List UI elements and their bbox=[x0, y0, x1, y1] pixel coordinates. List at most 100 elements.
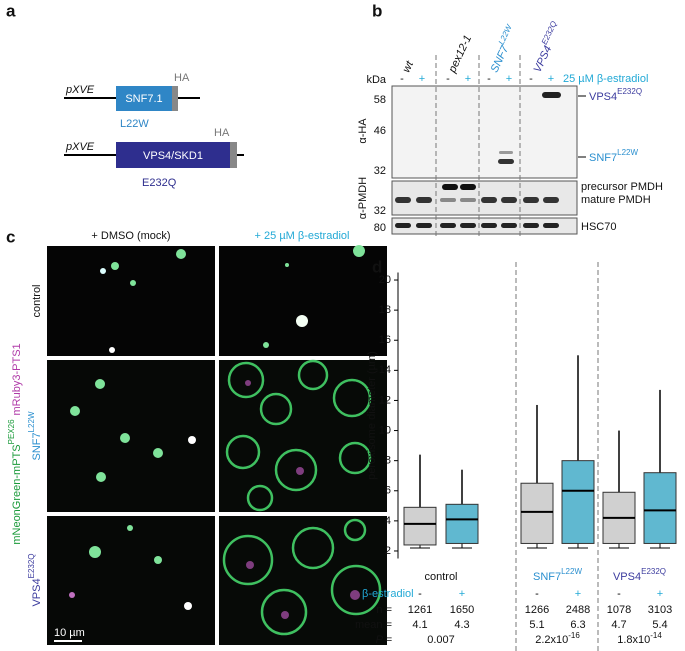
gene-box bbox=[116, 142, 230, 168]
band bbox=[523, 223, 539, 228]
gene: VPS4/SKD1 bbox=[143, 150, 203, 162]
ring bbox=[222, 534, 274, 586]
y-tick-label: 2 bbox=[385, 545, 391, 557]
stat-n: 1266 bbox=[525, 604, 549, 616]
group-name: control bbox=[424, 571, 457, 583]
category-label: + bbox=[657, 588, 663, 600]
y-tick-label: 10 bbox=[379, 424, 391, 436]
stat-mean: 5.4 bbox=[652, 619, 667, 631]
treatment-label: β-estradiol bbox=[362, 588, 414, 600]
p-exp: -16 bbox=[568, 631, 580, 640]
band bbox=[498, 159, 514, 164]
marker: 32 bbox=[374, 165, 386, 177]
channel-magenta: mRuby3-PTS1 bbox=[11, 343, 23, 415]
band bbox=[442, 184, 458, 190]
spot bbox=[176, 249, 186, 259]
column-header: + DMSO (mock) bbox=[91, 230, 170, 242]
y-tick-label: 4 bbox=[385, 515, 391, 527]
spot bbox=[246, 561, 254, 569]
group-label: SNF7L22W bbox=[533, 567, 582, 583]
box-chart: 2 4 6 8 10 12 14 16 18 20 peroxisome diameter (µm)… bbox=[355, 262, 677, 651]
group-name: VPS4 bbox=[613, 571, 641, 583]
channel-sup: PEX26 bbox=[7, 419, 16, 444]
band-label: mature PMDH bbox=[581, 194, 651, 206]
minus: - bbox=[487, 73, 491, 85]
y-tick-label: 20 bbox=[379, 274, 391, 286]
minus: - bbox=[529, 73, 533, 85]
band-sup: E232Q bbox=[617, 87, 642, 96]
ring bbox=[246, 484, 274, 512]
category-label: - bbox=[535, 588, 539, 600]
category-label: - bbox=[617, 588, 621, 600]
y-tick-label: 16 bbox=[379, 334, 391, 346]
p-exp: -14 bbox=[650, 631, 662, 640]
plus: + bbox=[419, 73, 425, 85]
gene: SNF7.1 bbox=[125, 93, 162, 105]
ring bbox=[260, 588, 308, 636]
spot bbox=[70, 406, 80, 416]
p-value: 1.8x10-14 bbox=[617, 631, 662, 646]
spot bbox=[109, 347, 115, 353]
spot bbox=[100, 268, 106, 274]
scale-bar-label: 10 µm bbox=[54, 627, 85, 639]
spot bbox=[130, 280, 136, 286]
lane-label: SNF7L22W bbox=[485, 22, 521, 74]
panel-label: c bbox=[6, 227, 15, 246]
mature-bands bbox=[395, 197, 559, 203]
ring bbox=[291, 526, 335, 570]
lane-label: VPS4E232Q bbox=[528, 20, 565, 75]
lane-sup: L22W bbox=[497, 22, 515, 46]
micrograph bbox=[219, 246, 387, 356]
band-sup: L22W bbox=[617, 148, 638, 157]
category-label: + bbox=[575, 588, 581, 600]
stat-mean: 6.3 bbox=[570, 619, 585, 631]
lane-name: SNF7 bbox=[488, 43, 511, 74]
marker: 46 bbox=[374, 125, 386, 137]
puncta bbox=[245, 380, 360, 619]
vesicles bbox=[222, 359, 382, 636]
plus: + bbox=[465, 73, 471, 85]
band bbox=[416, 197, 432, 203]
spot bbox=[69, 592, 75, 598]
spot bbox=[120, 433, 130, 443]
band bbox=[499, 151, 513, 154]
spot bbox=[285, 263, 289, 267]
band bbox=[481, 197, 497, 203]
band-label: precursor PMDH bbox=[581, 181, 663, 193]
band-label: HSC70 bbox=[581, 221, 616, 233]
stat-mean: 5.1 bbox=[529, 619, 544, 631]
row-label: SNF7L22W bbox=[27, 411, 43, 460]
panel-label: b bbox=[372, 1, 382, 20]
blot-ha bbox=[391, 85, 578, 179]
row-sup: E232Q bbox=[27, 553, 36, 578]
kda: kDa bbox=[366, 74, 386, 86]
minus: - bbox=[400, 73, 404, 85]
box bbox=[520, 482, 554, 544]
band-label: SNF7L22W bbox=[589, 148, 638, 164]
spot bbox=[350, 590, 360, 600]
row-name: SNF7 bbox=[31, 432, 43, 460]
micrograph bbox=[47, 360, 215, 512]
spot bbox=[188, 436, 196, 444]
treatment: 25 µM β-estradiol bbox=[563, 73, 648, 85]
plus: + bbox=[506, 73, 512, 85]
group-label: VPS4E232Q bbox=[613, 567, 666, 583]
antibody: α-HA bbox=[357, 118, 369, 144]
ring bbox=[297, 359, 329, 391]
lane-sup: E232Q bbox=[540, 20, 559, 46]
y-axis-label: peroxisome diameter (µm) bbox=[366, 351, 378, 480]
lane-treatments: - + - + - + - + bbox=[400, 73, 554, 85]
band bbox=[460, 198, 476, 202]
promoter: pXVE bbox=[65, 141, 95, 153]
stat-mean: 4.3 bbox=[454, 619, 469, 631]
ring bbox=[332, 378, 372, 418]
spot bbox=[353, 245, 365, 257]
tag-box bbox=[230, 142, 237, 168]
band bbox=[501, 197, 517, 203]
micrograph bbox=[47, 246, 215, 356]
group-sup: L22W bbox=[561, 567, 582, 576]
band bbox=[460, 223, 476, 228]
category-label: + bbox=[459, 588, 465, 600]
mutation: E232Q bbox=[142, 177, 177, 189]
